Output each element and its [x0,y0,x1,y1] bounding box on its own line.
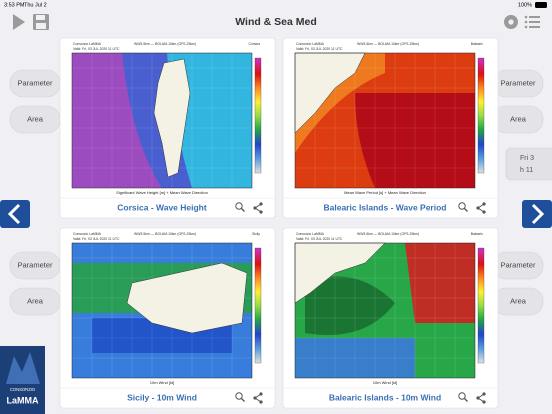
map-image [71,52,253,189]
map-model: WW3-5km — BOLAM-10km (GFS-25km) [134,42,196,46]
color-scale [254,57,262,174]
zoom-icon [458,392,466,400]
map-model: WW3-5km — BOLAM-10km (GFS-25km) [134,232,196,236]
parameter-label: Parameter [500,78,536,87]
map-card[interactable]: Consorzio LaMMA WW3-5km — BOLAM-10km (GFS… [59,227,276,409]
zoom-icon [235,392,243,400]
share-icon-node [259,392,263,396]
zoom-button[interactable] [235,202,245,212]
share-button[interactable] [476,392,486,404]
parameter-label: Parameter [17,78,53,87]
map-image [71,242,253,379]
map-image [294,52,476,189]
zoom-icon [235,202,243,210]
color-scale [477,247,485,364]
share-icon-node [259,400,263,404]
color-scale [254,247,262,364]
zoom-button[interactable] [458,202,468,212]
zoom-icon [458,202,466,210]
area-label: Area [27,114,44,123]
map-source: Consorzio LaMMA [296,232,325,236]
share-button[interactable] [253,202,263,214]
time-selector[interactable]: Fri 3 h 11 [505,147,552,181]
map-caption: 10m Wind [kt] [150,380,174,385]
share-button[interactable] [476,202,486,214]
share-icon-node [259,210,263,214]
map-valid: Valid: Fri, 03 JUL 2020 11 UTC [73,237,120,241]
zoom-icon-handle [241,208,245,212]
map-caption: 10m Wind [kt] [373,380,397,385]
color-scale [477,57,485,174]
share-button[interactable] [253,392,263,404]
area-label: Area [510,114,527,123]
map-source: Consorzio LaMMA [73,42,102,46]
logo-line2: LaMMA [7,395,39,405]
logo-line1: CONSORZIO [10,387,36,392]
map-caption: Mean Wave Period [s] + Mean Wave Directi… [344,190,426,195]
map-image [294,242,476,379]
play-button[interactable] [13,14,25,30]
share-icon-node [253,206,257,210]
map-source: Consorzio LaMMA [296,42,325,46]
screen-title: Wind & Sea Med [235,16,317,28]
lamma-logo: CONSORZIO LaMMA [0,346,45,414]
map-valid: Valid: Fri, 03 JUL 2020 11 UTC [296,47,343,51]
status-time: 3:53 PM [4,2,25,8]
map-region: Corsica [249,42,261,46]
map-frame [71,242,253,379]
card-title: Sicily - 10m Wind [127,392,197,402]
card-title: Balearic Islands - Wave Period [324,202,447,212]
time-day: Fri 3 [520,155,534,162]
status-date: Thu Jul 2 [24,2,47,8]
map-region: Balearic [471,232,484,236]
share-icon-node [482,400,486,404]
zoom-icon-handle [241,398,245,402]
parameter-label: Parameter [500,260,536,269]
card-title: Corsica - Wave Height [117,202,207,212]
save-button[interactable] [33,14,49,30]
map-source: Consorzio LaMMA [73,232,102,236]
area-label: Area [27,296,44,305]
settings-button[interactable] [504,15,518,29]
map-field [405,243,475,323]
list-button[interactable] [524,15,540,29]
map-model: WW3-5km — BOLAM-10km (GFS-25km) [357,42,419,46]
map-card[interactable]: Consorzio LaMMA WW3-5km — BOLAM-10km (GFS… [59,37,276,219]
map-valid: Valid: Fri, 03 JUL 2020 11 UTC [296,237,343,241]
share-icon-node [482,392,486,396]
share-icon-node [476,396,480,400]
area-label: Area [510,296,527,305]
map-frame [71,52,253,189]
share-icon-node [253,396,257,400]
status-battery: 100% [518,2,532,8]
map-card[interactable]: Consorzio LaMMA WW3-5km — BOLAM-10km (GFS… [282,227,499,409]
map-field [305,276,395,335]
share-icon-node [259,202,263,206]
previous-button[interactable] [0,200,30,228]
zoom-icon-handle [464,208,468,212]
map-valid: Valid: Fri, 03 JUL 2020 11 UTC [73,47,120,51]
map-frame [294,52,476,189]
map-frame [294,242,476,379]
map-region: Balearic [471,42,484,46]
map-card[interactable]: Consorzio LaMMA WW3-5km — BOLAM-10km (GFS… [282,37,499,219]
next-button[interactable] [522,200,552,228]
map-model: WW3-5km — BOLAM-10km (GFS-25km) [357,232,419,236]
share-icon-node [482,202,486,206]
map-caption: Significant Wave Height [m] + Mean Wave … [116,190,208,195]
map-region: Sicily [252,232,260,236]
share-icon-node [476,206,480,210]
zoom-icon-handle [464,398,468,402]
parameter-label: Parameter [17,260,53,269]
zoom-button[interactable] [235,392,245,402]
time-hour: h 11 [520,167,533,174]
zoom-button[interactable] [458,392,468,402]
battery-icon [535,2,547,8]
share-icon-node [482,210,486,214]
card-title: Balearic Islands - 10m Wind [329,392,441,402]
